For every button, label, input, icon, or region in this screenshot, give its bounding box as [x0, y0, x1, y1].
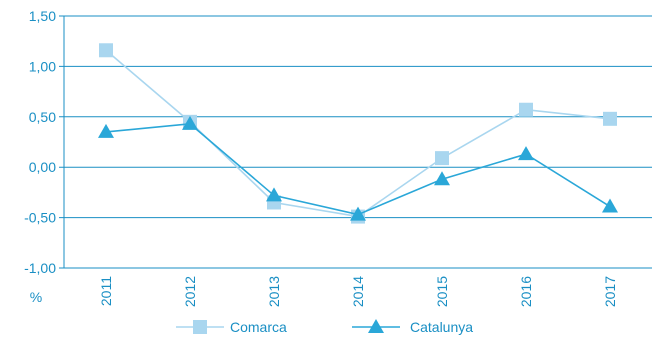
x-tick-label: 2017	[602, 276, 618, 307]
legend-marker	[193, 320, 207, 334]
data-point	[182, 115, 198, 130]
data-point	[518, 146, 534, 161]
legend-marker	[368, 319, 384, 333]
series-line	[105, 123, 611, 216]
x-tick-label: 2014	[350, 276, 366, 307]
y-tick-label: -1,00	[24, 260, 56, 276]
y-tick-label: 1,00	[29, 58, 56, 74]
data-point	[603, 111, 617, 126]
legend-label: Comarca	[230, 319, 287, 335]
legend-label: Catalunya	[410, 319, 473, 335]
series-group	[98, 43, 618, 224]
y-tick-label: -0,50	[24, 210, 56, 226]
data-point	[350, 206, 366, 221]
y-tick-label: 1,50	[29, 8, 56, 24]
legend-item-catalunya: Catalunya	[352, 319, 473, 335]
series-line	[105, 49, 611, 218]
x-tick-label: 2015	[434, 276, 450, 307]
x-tick-label: 2013	[266, 276, 282, 307]
data-point	[519, 102, 533, 117]
gridlines	[59, 15, 652, 269]
series-catalunya	[98, 115, 618, 221]
legend-item-comarca: Comarca	[176, 319, 287, 335]
y-axis-unit-label: %	[30, 289, 42, 305]
data-point	[266, 187, 282, 202]
x-tick-labels: 2011 2012 2013 2014 2015 2016 2017	[98, 276, 618, 307]
data-point	[602, 198, 618, 213]
y-tick-label: 0,50	[29, 109, 56, 125]
data-point	[434, 171, 450, 186]
x-tick-label: 2016	[518, 276, 534, 307]
y-tick-label: 0,00	[29, 159, 56, 175]
data-point	[98, 123, 114, 138]
x-tick-label: 2011	[98, 276, 114, 306]
x-tick-label: 2012	[182, 276, 198, 307]
y-tick-labels: 1,50 1,00 0,50 0,00 -0,50 -1,00	[24, 8, 56, 276]
series-comarca	[99, 43, 617, 224]
data-point	[435, 151, 449, 166]
data-point	[99, 43, 113, 58]
legend: Comarca Catalunya	[176, 319, 473, 335]
